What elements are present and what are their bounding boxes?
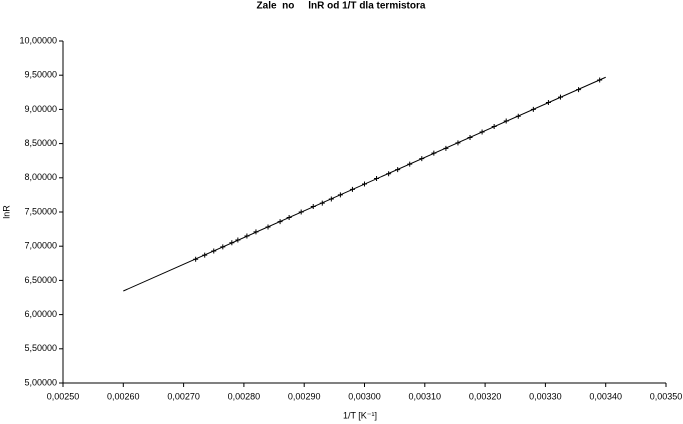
y-tick-label: 7,50000: [24, 206, 57, 216]
y-tick-label: 6,50000: [24, 275, 57, 285]
x-axis-label: 1/T [K⁻¹]: [343, 410, 377, 420]
x-tick-label: 0,00310: [409, 391, 442, 401]
x-tick-label: 0,00280: [228, 391, 261, 401]
y-tick-label: 9,00000: [24, 104, 57, 114]
x-tick-label: 0,00260: [107, 391, 140, 401]
x-tick-label: 0,00340: [589, 391, 622, 401]
y-tick-label: 9,50000: [24, 70, 57, 80]
y-tick-label: 8,00000: [24, 172, 57, 182]
x-tick-label: 0,00250: [47, 391, 80, 401]
x-tick-label: 0,00350: [650, 391, 683, 401]
y-tick-label: 5,50000: [24, 343, 57, 353]
x-tick-label: 0,00300: [348, 391, 381, 401]
y-tick-label: 5,00000: [24, 377, 57, 387]
y-tick-label: 10,00000: [19, 35, 57, 45]
chart-title: Zale no lnR od 1/T dla termistora: [257, 1, 426, 12]
y-tick-label: 8,50000: [24, 138, 57, 148]
y-axis-label: lnR: [1, 205, 11, 219]
trend-line: [123, 76, 606, 292]
x-tick-label: 0,00270: [167, 391, 200, 401]
y-tick-label: 6,00000: [24, 309, 57, 319]
x-tick-label: 0,00290: [288, 391, 321, 401]
x-tick-label: 0,00320: [469, 391, 502, 401]
x-tick-label: 0,00330: [529, 391, 562, 401]
y-tick-label: 7,00000: [24, 241, 57, 251]
